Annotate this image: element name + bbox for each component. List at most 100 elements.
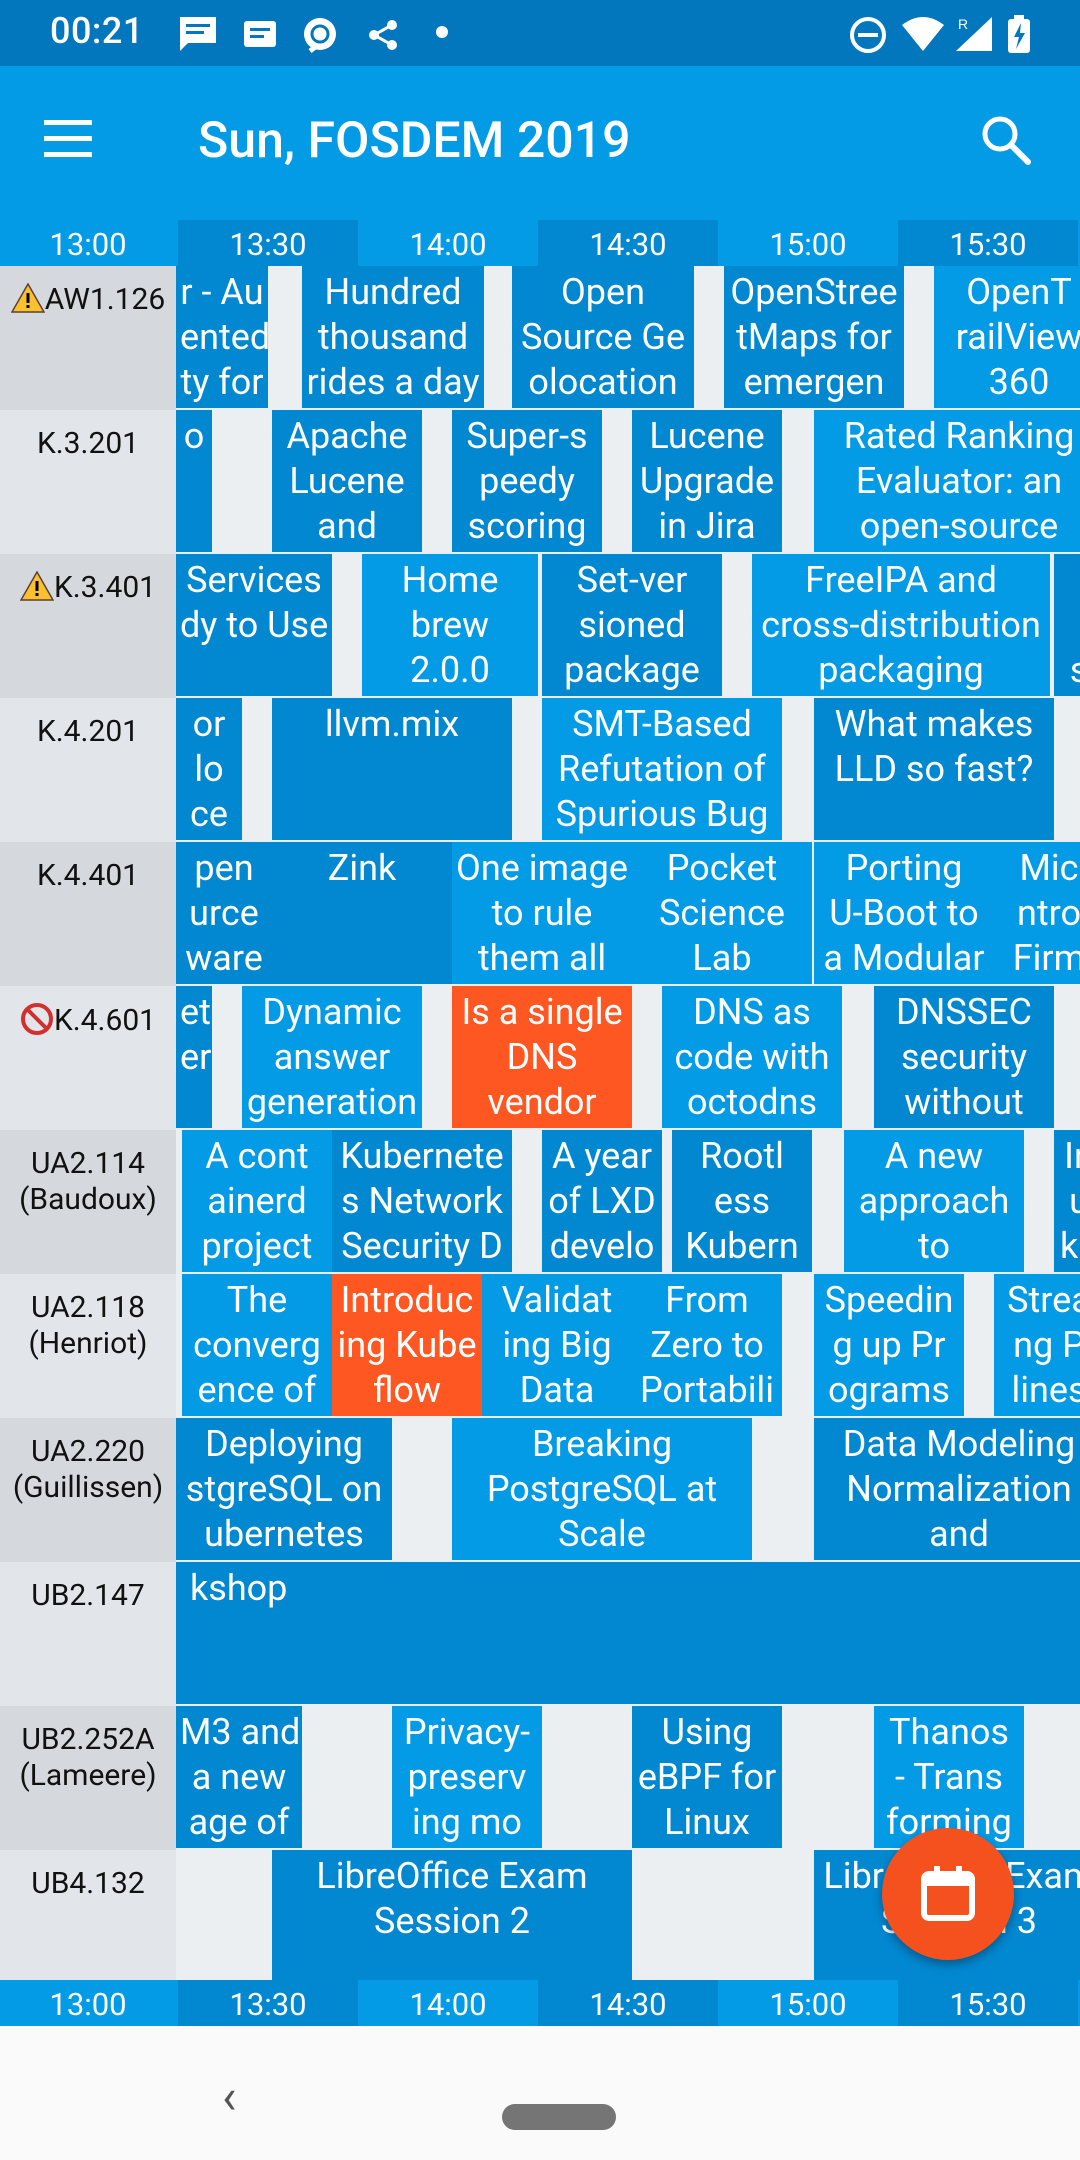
event-block[interactable]: SMT-Based Refutation of Spurious Bug <box>542 698 782 840</box>
clock: 00:21 <box>50 10 144 52</box>
room-label: AW1.126 <box>0 266 176 410</box>
event-block[interactable]: Thanos - Trans forming <box>874 1706 1024 1848</box>
event-block[interactable]: From Zero to Portabili <box>632 1274 782 1416</box>
event-block[interactable]: DNS as code with octodns <box>662 986 842 1128</box>
room-label: K.4.601 <box>0 986 176 1130</box>
room-label: UB2.147 <box>0 1562 176 1706</box>
room-name: AW1.126 <box>44 282 166 317</box>
event-block[interactable]: A year of LXD develo <box>542 1130 662 1272</box>
message-icon <box>240 15 280 59</box>
svg-text:R: R <box>958 16 968 32</box>
time-label: 15:00 <box>769 226 847 263</box>
event-block[interactable]: Open Source Ge olocation <box>512 266 694 408</box>
room-name: K.3.201 <box>36 426 140 461</box>
no-entry-icon <box>20 1003 54 1038</box>
room-name: UB2.252A (Lameere) <box>19 1722 157 1793</box>
event-block[interactable]: One image to rule them all <box>452 842 632 984</box>
event-block[interactable]: r - Au ented ty for <box>176 266 268 408</box>
room-label: UA2.114 (Baudoux) <box>0 1130 176 1274</box>
event-block[interactable]: Is a single DNS vendor <box>452 986 632 1128</box>
event-block[interactable]: Lucene Upgrade in Jira <box>632 410 782 552</box>
event-block[interactable]: kshop <box>176 1562 1080 1704</box>
event-block[interactable]: Speedin g up Pr ograms <box>814 1274 964 1416</box>
event-block[interactable]: pen urce ware <box>176 842 272 984</box>
event-block[interactable]: The converg ence of <box>182 1274 332 1416</box>
calendar-fab[interactable] <box>882 1828 1014 1960</box>
event-block[interactable]: Mic ntro Firm <box>994 842 1080 984</box>
event-block[interactable]: Hundred thousand rides a day <box>302 266 484 408</box>
event-block[interactable]: Deploying stgreSQL on ubernetes <box>176 1418 392 1560</box>
search-icon[interactable] <box>978 112 1048 182</box>
room-name: K.4.401 <box>36 858 140 893</box>
event-block[interactable]: Home brew 2.0.0 <box>362 554 538 696</box>
home-pill[interactable] <box>502 2104 616 2130</box>
calendar-icon <box>921 1866 975 1921</box>
time-label: 14:30 <box>538 1980 718 2026</box>
time-label: 14:00 <box>409 1986 487 2023</box>
event-block[interactable]: s <box>1054 554 1080 696</box>
event-block[interactable]: Apache Lucene and <box>272 410 422 552</box>
event-block[interactable]: OpenStree tMaps for emergen <box>724 266 904 408</box>
event-block[interactable]: Breaking PostgreSQL at Scale <box>452 1418 752 1560</box>
event-block[interactable]: Privacy- preserv ing mo <box>392 1706 542 1848</box>
event-block[interactable]: Rated Ranking Evaluator: an open-source <box>814 410 1080 552</box>
menu-icon[interactable] <box>40 116 116 176</box>
event-block[interactable]: Services dy to Use <box>176 554 332 696</box>
event-block[interactable]: llvm.mix <box>272 698 512 840</box>
room-label: K.3.401 <box>0 554 176 698</box>
room-label: K.4.401 <box>0 842 176 986</box>
room-label: UA2.220 (Guillissen) <box>0 1418 176 1562</box>
time-label: 13:00 <box>49 226 127 263</box>
event-block[interactable]: A cont ainerd project <box>182 1130 332 1272</box>
warning-icon <box>10 282 46 317</box>
event-block[interactable]: In u ku <box>1054 1130 1080 1272</box>
time-label: 13:30 <box>178 1980 358 2026</box>
event-block[interactable]: Using eBPF for Linux <box>632 1706 782 1848</box>
event-block[interactable]: What makes LLD so fast? <box>814 698 1054 840</box>
event-block[interactable]: Set-ver sioned package <box>542 554 722 696</box>
event-block[interactable]: Porting U-Boot to a Modular <box>814 842 994 984</box>
status-bar: 00:21 R <box>0 0 1080 66</box>
room-name: UB4.132 <box>31 1866 145 1901</box>
at-sign-icon <box>300 15 340 59</box>
event-block[interactable]: or lo ce <box>176 698 242 840</box>
time-header-bottom[interactable]: 13:00 13:30 14:00 14:30 15:00 15:30 <box>0 1980 1080 2026</box>
messages-icon <box>176 15 220 59</box>
time-label: 15:30 <box>898 220 1078 266</box>
back-button[interactable]: ‹ <box>222 2068 237 2125</box>
time-header-top[interactable]: 13:00 13:30 14:00 14:30 15:00 15:30 <box>0 220 1080 266</box>
wifi-icon <box>900 15 946 59</box>
room-name: UA2.114 (Baudoux) <box>19 1146 157 1217</box>
event-block[interactable]: Strea ng P lines <box>994 1274 1080 1416</box>
event-block[interactable]: o <box>176 410 212 552</box>
event-block[interactable]: Introduc ing Kube flow <box>332 1274 482 1416</box>
page-title: Sun, FOSDEM 2019 <box>198 112 631 170</box>
event-block[interactable]: Super-s peedy scoring <box>452 410 602 552</box>
event-block[interactable]: OpenT railView 360 <box>934 266 1080 408</box>
schedule-grid[interactable]: r - Au ented ty for Hundred thousand ride… <box>176 266 1080 1980</box>
share-icon <box>364 15 404 59</box>
event-block[interactable]: LibreOffice Exam Session 2 <box>272 1850 632 1980</box>
room-label: UB2.252A (Lameere) <box>0 1706 176 1850</box>
dot-icon <box>432 22 452 46</box>
time-label: 13:00 <box>49 1986 127 2023</box>
time-label: 15:30 <box>898 1980 1078 2026</box>
event-block[interactable]: Data Modeling Normalization and <box>814 1418 1080 1560</box>
event-block[interactable]: FreeIPA and cross-distribution packaging <box>752 554 1050 696</box>
event-block[interactable]: A new approach to <box>844 1130 1024 1272</box>
event-block[interactable]: Validat ing Big Data <box>482 1274 632 1416</box>
room-label: UB4.132 <box>0 1850 176 1980</box>
event-block[interactable]: Zink <box>272 842 452 984</box>
app-bar: Sun, FOSDEM 2019 <box>0 66 1080 220</box>
room-name: K.4.201 <box>36 714 140 749</box>
event-block[interactable]: Pocket Science Lab <box>632 842 812 984</box>
event-block[interactable]: DNSSEC security without <box>874 986 1054 1128</box>
event-block[interactable]: et er <box>176 986 212 1128</box>
cell-signal-icon: R <box>952 15 996 59</box>
event-block[interactable]: Rootl ess Kubern <box>672 1130 812 1272</box>
event-block[interactable]: Kubernete s Network Security D <box>332 1130 512 1272</box>
time-label: 14:00 <box>409 226 487 263</box>
event-block[interactable]: M3 and a new age of <box>176 1706 302 1848</box>
room-label: UA2.118 (Henriot) <box>0 1274 176 1418</box>
event-block[interactable]: Dynamic answer generation <box>242 986 422 1128</box>
